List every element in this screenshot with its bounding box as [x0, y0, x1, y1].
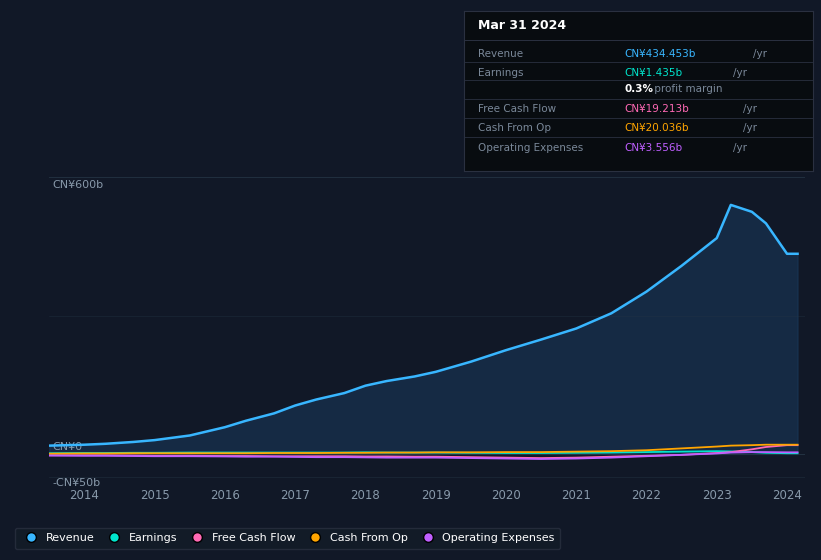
Text: Earnings: Earnings	[478, 68, 523, 78]
Text: Cash From Op: Cash From Op	[478, 123, 551, 133]
Text: Free Cash Flow: Free Cash Flow	[478, 104, 556, 114]
Text: /yr: /yr	[733, 143, 747, 153]
Text: CN¥0: CN¥0	[53, 442, 83, 451]
Text: CN¥3.556b: CN¥3.556b	[624, 143, 682, 153]
Text: -CN¥50b: -CN¥50b	[53, 478, 101, 488]
Text: /yr: /yr	[753, 49, 767, 59]
Text: /yr: /yr	[743, 123, 757, 133]
Text: Revenue: Revenue	[478, 49, 523, 59]
Text: Mar 31 2024: Mar 31 2024	[478, 19, 566, 32]
Text: CN¥1.435b: CN¥1.435b	[624, 68, 682, 78]
Text: 0.3%: 0.3%	[624, 85, 654, 95]
Legend: Revenue, Earnings, Free Cash Flow, Cash From Op, Operating Expenses: Revenue, Earnings, Free Cash Flow, Cash …	[15, 528, 560, 549]
Text: /yr: /yr	[733, 68, 747, 78]
Text: CN¥434.453b: CN¥434.453b	[624, 49, 695, 59]
Text: CN¥19.213b: CN¥19.213b	[624, 104, 689, 114]
Text: CN¥20.036b: CN¥20.036b	[624, 123, 689, 133]
Text: /yr: /yr	[743, 104, 757, 114]
Text: CN¥600b: CN¥600b	[53, 180, 104, 189]
Text: profit margin: profit margin	[650, 85, 722, 95]
Text: Operating Expenses: Operating Expenses	[478, 143, 583, 153]
